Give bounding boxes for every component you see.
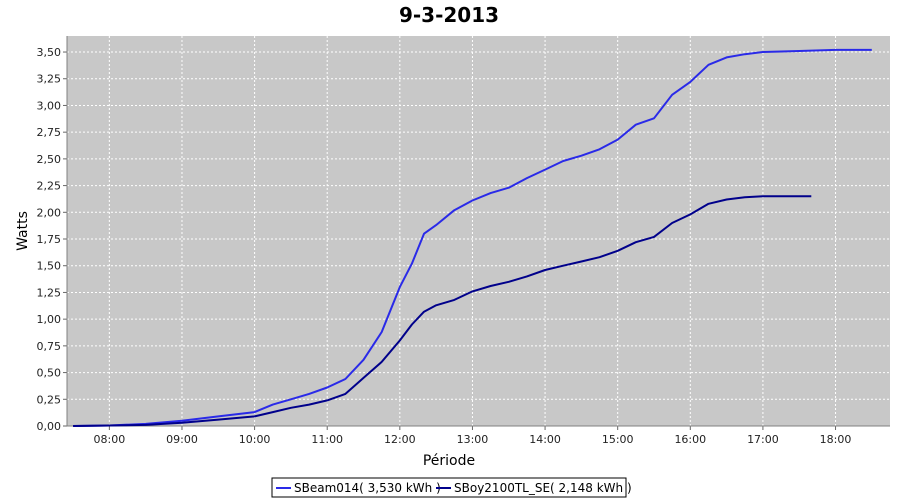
y-tick-label: 0,50 bbox=[37, 367, 62, 380]
x-tick-label: 13:00 bbox=[457, 433, 489, 446]
y-tick-label: 3,00 bbox=[37, 99, 62, 112]
plot-area bbox=[67, 36, 890, 426]
x-tick-label: 14:00 bbox=[529, 433, 561, 446]
y-tick-label: 1,00 bbox=[37, 313, 62, 326]
y-tick-label: 2,25 bbox=[37, 180, 62, 193]
x-tick-label: 10:00 bbox=[239, 433, 271, 446]
legend-label-sbeam014: SBeam014( 3,530 kWh ) bbox=[294, 481, 441, 495]
chart-title: 9-3-2013 bbox=[399, 3, 499, 27]
legend-label-sboy2100tl: SBoy2100TL_SE( 2,148 kWh ) bbox=[454, 481, 632, 495]
y-tick-label: 1,25 bbox=[37, 286, 62, 299]
x-tick-label: 15:00 bbox=[602, 433, 634, 446]
x-tick-label: 18:00 bbox=[820, 433, 852, 446]
x-tick-label: 11:00 bbox=[311, 433, 343, 446]
grid-lines bbox=[67, 36, 890, 426]
x-axis: 08:00 09:00 10:00 11:00 12:00 13:00 14:00 15:00… bbox=[67, 425, 890, 446]
x-tick-label: 09:00 bbox=[166, 433, 198, 446]
y-tick-label: 2,50 bbox=[37, 153, 62, 166]
series-line-0 bbox=[73, 48, 872, 427]
legend: SBeam014( 3,530 kWh ) SBoy2100TL_SE( 2,1… bbox=[271, 477, 632, 498]
x-tick-label: 12:00 bbox=[384, 433, 416, 446]
y-tick-label: 0,25 bbox=[37, 393, 62, 406]
y-axis-label: Watts bbox=[15, 211, 31, 251]
x-axis-label: Période bbox=[423, 453, 475, 469]
x-tick-label: 08:00 bbox=[94, 433, 126, 446]
y-tick-label: 0,75 bbox=[37, 340, 62, 353]
y-tick-label: 2,75 bbox=[37, 126, 62, 139]
series-lines bbox=[73, 48, 872, 427]
y-tick-label: 3,25 bbox=[37, 73, 62, 86]
y-axis: 0,00 0,25 0,50 0,75 1,00 1,25 1,50 1,75 2,00 2,25… bbox=[37, 36, 68, 433]
series-line-1 bbox=[73, 195, 812, 427]
y-tick-label: 1,50 bbox=[37, 260, 62, 273]
y-tick-label: 2,00 bbox=[37, 206, 62, 219]
y-tick-label: 1,75 bbox=[37, 233, 62, 246]
y-tick-label: 3,50 bbox=[37, 46, 62, 59]
x-tick-label: 17:00 bbox=[747, 433, 779, 446]
x-tick-label: 16:00 bbox=[674, 433, 706, 446]
y-tick-label: 0,00 bbox=[37, 420, 62, 433]
